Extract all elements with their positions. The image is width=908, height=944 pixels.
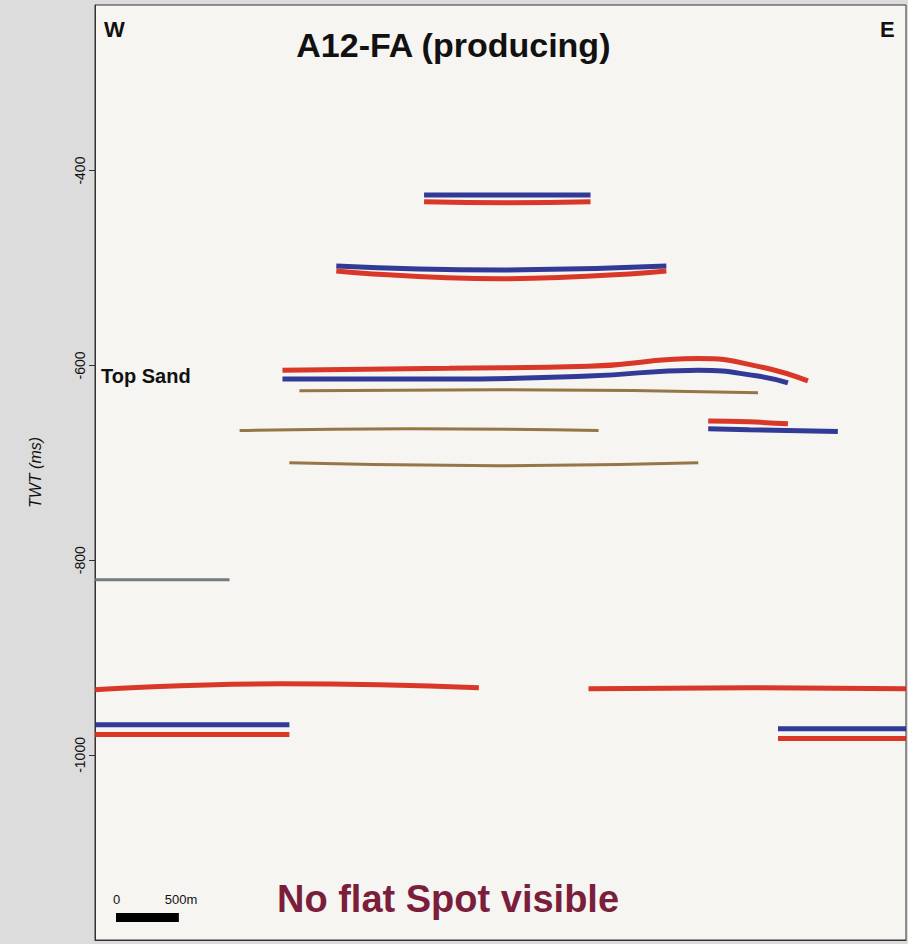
svg-text:0: 0 — [113, 892, 120, 907]
svg-text:-400: -400 — [72, 156, 88, 184]
svg-text:-1000: -1000 — [72, 737, 88, 773]
svg-text:A12-FA (producing): A12-FA (producing) — [296, 26, 610, 64]
svg-text:E: E — [880, 17, 895, 42]
svg-text:W: W — [104, 17, 125, 42]
svg-text:-600: -600 — [72, 351, 88, 379]
svg-text:Top Sand: Top Sand — [101, 365, 191, 387]
svg-text:No flat Spot visible: No flat Spot visible — [277, 878, 619, 920]
svg-text:-800: -800 — [72, 546, 88, 574]
svg-text:TWT (ms): TWT (ms) — [27, 437, 44, 508]
svg-text:500m: 500m — [165, 892, 198, 907]
